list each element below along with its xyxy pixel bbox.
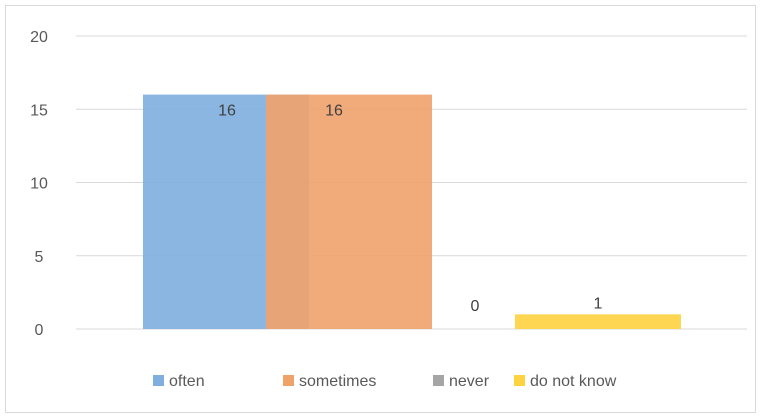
legend-swatch-often	[153, 375, 164, 386]
legend-label-never: never	[449, 373, 490, 390]
data-label-do-not-know: 1	[594, 295, 603, 312]
bar-sometimes	[266, 94, 432, 329]
legend-swatch-do-not-know	[514, 375, 525, 386]
legend-label-often: often	[169, 373, 205, 390]
y-tick-label-10: 10	[30, 176, 48, 193]
legend-swatch-never	[433, 375, 444, 386]
legend-label-do-not-know: do not know	[530, 373, 617, 390]
y-tick-label-5: 5	[35, 249, 44, 266]
y-tick-label-20: 20	[30, 29, 48, 46]
data-label-sometimes: 16	[325, 103, 343, 120]
y-tick-label-15: 15	[30, 102, 48, 119]
y-tick-label-0: 0	[35, 322, 44, 339]
data-label-often: 16	[218, 103, 236, 120]
legend-label-sometimes: sometimes	[299, 373, 376, 390]
data-label-never: 0	[471, 298, 480, 315]
legend-swatch-sometimes	[283, 375, 294, 386]
bar-do-not-know	[515, 314, 681, 329]
